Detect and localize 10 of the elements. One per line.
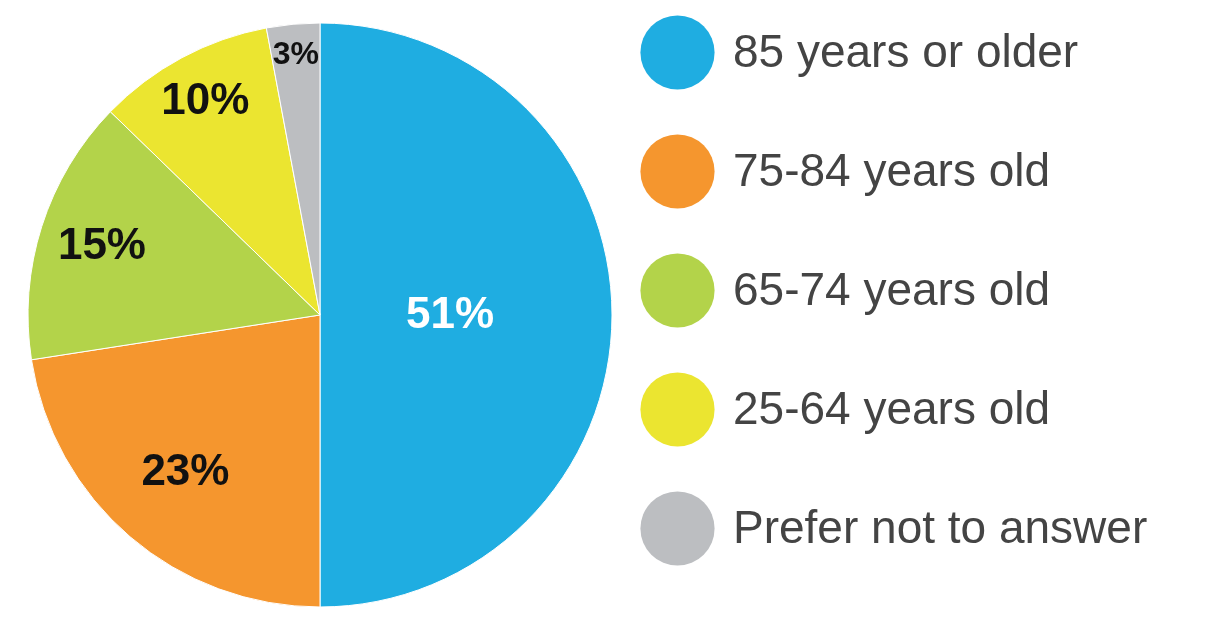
legend-label: Prefer not to answer	[733, 500, 1148, 553]
data-label: 51%	[405, 288, 495, 337]
data-label: 15%	[57, 218, 146, 268]
data-label: 10%	[161, 74, 250, 124]
legend-label: 25-64 years old	[733, 381, 1051, 434]
data-label: 23%	[141, 445, 230, 495]
legend-label: 65-74 years old	[733, 262, 1051, 315]
legend-label: 85 years or older	[733, 24, 1079, 77]
legend-label: 75-84 years old	[733, 143, 1051, 196]
data-label: 3%	[272, 35, 319, 72]
